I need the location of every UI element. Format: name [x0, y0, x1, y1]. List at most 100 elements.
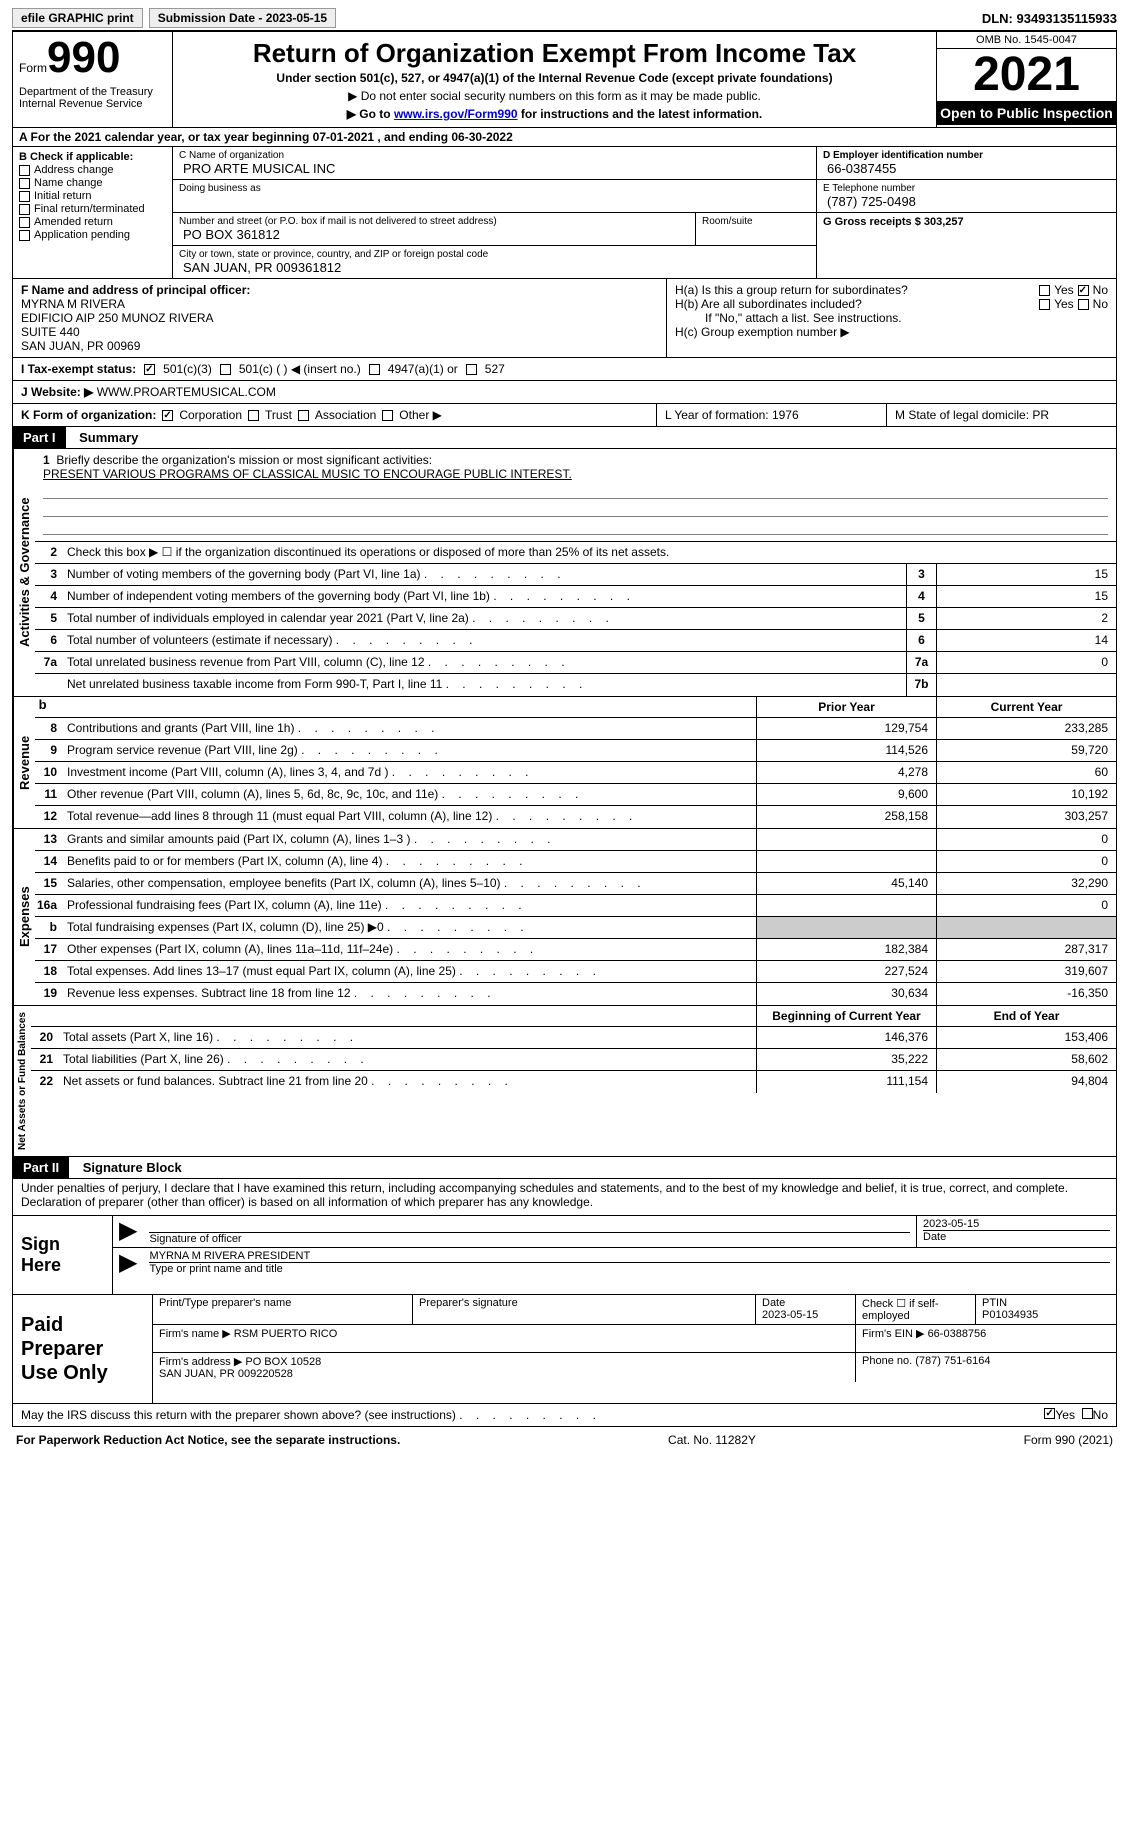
preparer-date: Date 2023-05-15 — [756, 1295, 856, 1324]
checkbox-address-change[interactable] — [19, 165, 30, 176]
section-b: B Check if applicable: Address change Na… — [13, 147, 173, 278]
section-d: D Employer identification number66-03874… — [816, 147, 1116, 278]
topbar: efile GRAPHIC print Submission Date - 20… — [12, 8, 1117, 32]
table-row: bTotal fundraising expenses (Part IX, co… — [35, 917, 1116, 939]
netassets-label: Net Assets or Fund Balances — [13, 1006, 31, 1156]
section-j: J Website: ▶ WWW.PROARTEMUSICAL.COM — [12, 381, 1117, 404]
tax-year: 2021 — [937, 49, 1116, 101]
sig-date: 2023-05-15 — [923, 1218, 1110, 1230]
chk-other[interactable] — [382, 410, 393, 421]
section-k: K Form of organization: Corporation Trus… — [12, 404, 1117, 427]
officer-addr3: SAN JUAN, PR 00969 — [21, 339, 658, 353]
dln-label: DLN: 93493135115933 — [982, 11, 1117, 26]
section-b-label: B Check if applicable: — [19, 151, 166, 163]
firm-phone: (787) 751-6164 — [915, 1355, 990, 1367]
arrow-icon: ▶ — [113, 1248, 143, 1280]
phone: (787) 725-0498 — [823, 194, 1110, 209]
chk-corp[interactable] — [162, 410, 173, 421]
expenses-label: Expenses — [13, 829, 35, 1005]
table-row: 7aTotal unrelated business revenue from … — [35, 652, 1116, 674]
self-employed-check[interactable]: Check ☐ if self-employed — [856, 1295, 976, 1324]
checkbox-amended[interactable] — [19, 217, 30, 228]
ha-no[interactable] — [1078, 285, 1089, 296]
firm-name: RSM PUERTO RICO — [234, 1328, 338, 1340]
discuss-no[interactable] — [1082, 1408, 1093, 1419]
city: SAN JUAN, PR 009361812 — [179, 260, 810, 275]
table-row: Net unrelated business taxable income fr… — [35, 674, 1116, 696]
table-row: 8Contributions and grants (Part VIII, li… — [35, 718, 1116, 740]
public-inspection-label: Open to Public Inspection — [937, 101, 1116, 125]
table-row: 11Other revenue (Part VIII, column (A), … — [35, 784, 1116, 806]
irs-link[interactable]: www.irs.gov/Form990 — [394, 107, 518, 121]
form-note-1: ▶ Do not enter social security numbers o… — [183, 89, 926, 103]
chk-4947[interactable] — [369, 364, 380, 375]
officer-typed-name: MYRNA M RIVERA PRESIDENT — [149, 1250, 1110, 1262]
table-row: 12Total revenue—add lines 8 through 11 (… — [35, 806, 1116, 828]
state-domicile: M State of legal domicile: PR — [886, 404, 1116, 426]
officer-addr2: SUITE 440 — [21, 325, 658, 339]
website: WWW.PROARTEMUSICAL.COM — [97, 385, 276, 399]
form-label: Form — [19, 61, 47, 75]
name-label: C Name of organization — [179, 150, 810, 161]
line-2: Check this box ▶ ☐ if the organization d… — [63, 542, 1116, 563]
line-a: A For the 2021 calendar year, or tax yea… — [12, 128, 1117, 147]
section-f: F Name and address of principal officer:… — [13, 279, 666, 357]
table-row: 4Number of independent voting members of… — [35, 586, 1116, 608]
section-c: C Name of organizationPRO ARTE MUSICAL I… — [173, 147, 816, 278]
chk-assoc[interactable] — [298, 410, 309, 421]
table-row: 5Total number of individuals employed in… — [35, 608, 1116, 630]
table-row: 18Total expenses. Add lines 13–17 (must … — [35, 961, 1116, 983]
table-row: 21Total liabilities (Part X, line 26)35,… — [31, 1049, 1116, 1071]
table-row: 15Salaries, other compensation, employee… — [35, 873, 1116, 895]
checkbox-initial-return[interactable] — [19, 191, 30, 202]
chk-trust[interactable] — [248, 410, 259, 421]
part1-label: Part I — [13, 427, 66, 448]
form-title: Return of Organization Exempt From Incom… — [183, 38, 926, 69]
city-label: City or town, state or province, country… — [179, 249, 810, 260]
officer-name: MYRNA M RIVERA — [21, 297, 658, 311]
revenue-label: Revenue — [13, 697, 35, 828]
table-row: 22Net assets or fund balances. Subtract … — [31, 1071, 1116, 1093]
firm-ein: 66-0388756 — [928, 1328, 987, 1340]
governance-label: Activities & Governance — [13, 449, 35, 696]
gross-receipts: G Gross receipts $ 303,257 — [823, 216, 1110, 228]
form-header: Form990 Department of the Treasury Inter… — [12, 32, 1117, 128]
table-row: 20Total assets (Part X, line 16)146,3761… — [31, 1027, 1116, 1049]
hb-yes[interactable] — [1039, 299, 1050, 310]
part2-label: Part II — [13, 1157, 69, 1178]
checkbox-final-return[interactable] — [19, 204, 30, 215]
arrow-icon: ▶ — [113, 1216, 143, 1247]
ein: 66-0387455 — [823, 161, 1110, 176]
dept-label: Department of the Treasury Internal Reve… — [19, 86, 166, 110]
table-row: 14Benefits paid to or for members (Part … — [35, 851, 1116, 873]
sig-officer-label: Signature of officer — [149, 1232, 910, 1245]
org-name: PRO ARTE MUSICAL INC — [179, 161, 810, 176]
print-preparer-label: Print/Type preparer's name — [153, 1295, 413, 1324]
paid-preparer-label: Paid Preparer Use Only — [13, 1295, 153, 1403]
ha-yes[interactable] — [1039, 285, 1050, 296]
table-row: 17Other expenses (Part IX, column (A), l… — [35, 939, 1116, 961]
form-subtitle: Under section 501(c), 527, or 4947(a)(1)… — [183, 71, 926, 85]
part1-title: Summary — [69, 430, 138, 445]
table-row: 6Total number of volunteers (estimate if… — [35, 630, 1116, 652]
table-row: 19Revenue less expenses. Subtract line 1… — [35, 983, 1116, 1005]
table-row: 3Number of voting members of the governi… — [35, 564, 1116, 586]
street-label: Number and street (or P.O. box if mail i… — [179, 216, 689, 227]
year-formation: L Year of formation: 1976 — [656, 404, 886, 426]
part2-title: Signature Block — [73, 1160, 182, 1175]
hb-no[interactable] — [1078, 299, 1089, 310]
submission-date-button[interactable]: Submission Date - 2023-05-15 — [149, 8, 336, 28]
chk-501c[interactable] — [220, 364, 231, 375]
ptin: P01034935 — [982, 1309, 1038, 1321]
checkbox-name-change[interactable] — [19, 178, 30, 189]
ein-label: D Employer identification number — [823, 150, 1110, 161]
chk-527[interactable] — [466, 364, 477, 375]
page-footer: For Paperwork Reduction Act Notice, see … — [12, 1433, 1117, 1447]
section-h: H(a) Is this a group return for subordin… — [666, 279, 1116, 357]
discuss-yes[interactable] — [1044, 1408, 1055, 1419]
chk-501c3[interactable] — [144, 364, 155, 375]
checkbox-app-pending[interactable] — [19, 230, 30, 241]
efile-print-button[interactable]: efile GRAPHIC print — [12, 8, 143, 28]
sign-here-label: Sign Here — [13, 1216, 113, 1294]
form-note-2: ▶ Go to www.irs.gov/Form990 for instruct… — [183, 107, 926, 121]
